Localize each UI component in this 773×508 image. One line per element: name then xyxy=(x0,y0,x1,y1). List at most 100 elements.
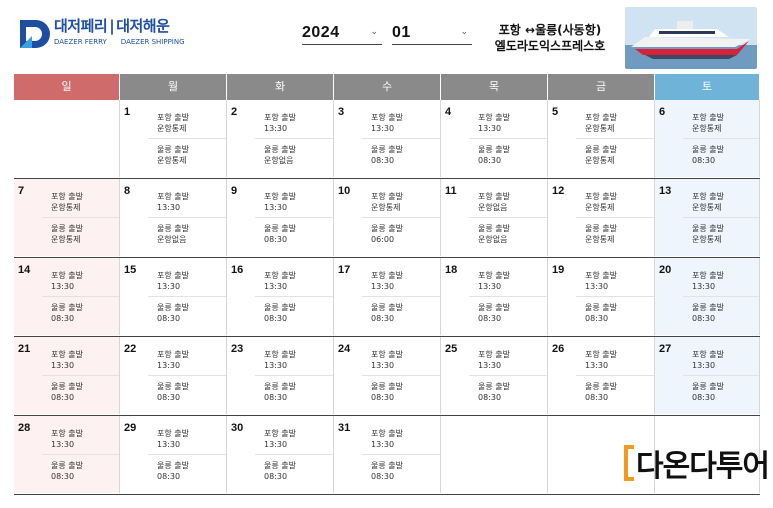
day-cell[interactable]: 4 포항 출발 13:30 울릉 출발 08:30 xyxy=(441,100,548,177)
cell-divider xyxy=(255,454,333,455)
day-number: 29 xyxy=(124,422,137,434)
cell-divider xyxy=(255,217,333,218)
pohang-departure-time: 13:30 xyxy=(157,440,181,449)
day-cell[interactable]: 30 포항 출발 13:30 울릉 출발 08:30 xyxy=(227,416,334,493)
ulleung-departure: 울릉 출발 08:30 xyxy=(157,302,189,324)
pohang-departure: 포항 출발 13:30 xyxy=(692,349,724,371)
cell-divider xyxy=(362,217,440,218)
day-number: 3 xyxy=(338,106,345,118)
day-cell[interactable]: 5 포항 출발 운항통제 울릉 출발 운항통제 xyxy=(548,100,655,177)
pohang-departure: 포항 출발 운항통제 xyxy=(157,112,189,134)
day-cell[interactable]: 14 포항 출발 13:30 울릉 출발 08:30 xyxy=(14,258,120,335)
ulleung-departure-label: 울릉 출발 xyxy=(692,145,724,154)
day-number: 28 xyxy=(18,422,31,434)
pohang-departure: 포항 출발 운항통제 xyxy=(585,191,617,213)
day-number: 7 xyxy=(18,185,25,197)
day-cell[interactable]: 21 포항 출발 13:30 울릉 출발 08:30 xyxy=(14,337,120,414)
ulleung-departure: 울릉 출발 운항통제 xyxy=(51,223,83,245)
day-cell[interactable]: 28 포항 출발 13:30 울릉 출발 08:30 xyxy=(14,416,120,493)
cell-divider xyxy=(255,138,333,139)
ulleung-departure: 울릉 출발 08:30 xyxy=(371,460,403,482)
day-cell[interactable]: 23 포항 출발 13:30 울릉 출발 08:30 xyxy=(227,337,334,414)
day-cell[interactable]: 10 포항 출발 운항통제 울릉 출발 06:00 xyxy=(334,179,441,256)
month-select[interactable]: 01 ⌄ xyxy=(392,22,472,45)
day-cell[interactable]: 29 포항 출발 13:30 울릉 출발 08:30 xyxy=(120,416,227,493)
pohang-departure-label: 포항 출발 xyxy=(157,429,189,438)
day-number: 31 xyxy=(338,422,351,434)
pohang-departure-label: 포항 출발 xyxy=(692,350,724,359)
day-number: 24 xyxy=(338,343,351,355)
day-cell[interactable]: 22 포항 출발 13:30 울릉 출발 08:30 xyxy=(120,337,227,414)
ulleung-departure-label: 울릉 출발 xyxy=(264,145,296,154)
ulleung-departure-time: 운항통제 xyxy=(585,156,615,165)
ulleung-departure: 울릉 출발 08:30 xyxy=(371,144,403,166)
day-cell[interactable]: 25 포항 출발 13:30 울릉 출발 08:30 xyxy=(441,337,548,414)
day-cell[interactable]: 7 포항 출발 운항통제 울릉 출발 운항통제 xyxy=(14,179,120,256)
ulleung-departure-time: 운항통제 xyxy=(585,235,615,244)
day-cell[interactable]: 9 포항 출발 13:30 울릉 출발 08:30 xyxy=(227,179,334,256)
day-cell[interactable]: 8 포항 출발 13:30 울릉 출발 운항없음 xyxy=(120,179,227,256)
day-cell[interactable]: 18 포항 출발 13:30 울릉 출발 08:30 xyxy=(441,258,548,335)
pohang-departure: 포항 출발 13:30 xyxy=(157,349,189,371)
brand-logo[interactable]: 대저페리 | 대저해운 DAEZER FERRY DAEZER SHIPPING xyxy=(18,18,199,52)
day-cell[interactable]: 2 포항 출발 13:30 울릉 출발 운항없음 xyxy=(227,100,334,177)
day-cell[interactable]: 26 포항 출발 13:30 울릉 출발 08:30 xyxy=(548,337,655,414)
ulleung-departure-time: 08:30 xyxy=(692,393,716,402)
day-cell[interactable]: 13 포항 출발 운항통제 울릉 출발 운항통제 xyxy=(655,179,760,256)
day-number: 16 xyxy=(231,264,244,276)
pohang-departure-label: 포항 출발 xyxy=(585,113,617,122)
ulleung-departure-time: 08:30 xyxy=(478,156,502,165)
day-cell[interactable]: 27 포항 출발 13:30 울릉 출발 08:30 xyxy=(655,337,760,414)
pohang-departure-time: 운항통제 xyxy=(585,203,615,212)
ulleung-departure: 울릉 출발 08:30 xyxy=(585,302,617,324)
empty-day-cell xyxy=(441,416,548,493)
cell-divider xyxy=(362,454,440,455)
chevron-down-icon: ⌄ xyxy=(460,27,468,37)
day-cell[interactable]: 31 포항 출발 13:30 울릉 출발 08:30 xyxy=(334,416,441,493)
cell-divider xyxy=(576,296,654,297)
day-cell[interactable]: 24 포항 출발 13:30 울릉 출발 08:30 xyxy=(334,337,441,414)
day-number: 22 xyxy=(124,343,137,355)
day-cell[interactable]: 19 포항 출발 13:30 울릉 출발 08:30 xyxy=(548,258,655,335)
year-select[interactable]: 2024 ⌄ xyxy=(302,22,382,45)
ulleung-departure-label: 울릉 출발 xyxy=(157,303,189,312)
weekday-header: 일 xyxy=(14,74,120,100)
weekday-header: 수 xyxy=(334,74,441,100)
day-number: 15 xyxy=(124,264,137,276)
header: 대저페리 | 대저해운 DAEZER FERRY DAEZER SHIPPING 20… xyxy=(0,0,773,74)
ulleung-departure-time: 08:30 xyxy=(371,314,395,323)
calendar-week-row: 14 포항 출발 13:30 울릉 출발 08:30 15 포항 출발 13:30 울릉 출발 0… xyxy=(14,258,760,337)
ulleung-departure: 울릉 출발 08:30 xyxy=(585,381,617,403)
weekday-header: 목 xyxy=(441,74,548,100)
day-number: 11 xyxy=(445,185,457,197)
day-cell[interactable]: 1 포항 출발 운항통제 울릉 출발 운항통제 xyxy=(120,100,227,177)
calendar-week-row: 21 포항 출발 13:30 울릉 출발 08:30 22 포항 출발 13:30 울릉 출발 0… xyxy=(14,337,760,416)
day-cell[interactable]: 11 포항 출발 운항없음 울릉 출발 운항없음 xyxy=(441,179,548,256)
ulleung-departure: 울릉 출발 08:30 xyxy=(264,223,296,245)
day-number: 5 xyxy=(552,106,559,118)
cell-divider xyxy=(683,296,759,297)
day-cell[interactable]: 17 포항 출발 13:30 울릉 출발 08:30 xyxy=(334,258,441,335)
pohang-departure-time: 운항통제 xyxy=(692,124,722,133)
ulleung-departure-label: 울릉 출발 xyxy=(585,382,617,391)
day-cell[interactable]: 20 포항 출발 13:30 울릉 출발 08:30 xyxy=(655,258,760,335)
pohang-departure-time: 13:30 xyxy=(692,282,716,291)
ulleung-departure: 울릉 출발 08:30 xyxy=(478,302,510,324)
ulleung-departure-label: 울릉 출발 xyxy=(157,145,189,154)
year-value: 2024 xyxy=(302,24,340,41)
day-cell[interactable]: 15 포항 출발 13:30 울릉 출발 08:30 xyxy=(120,258,227,335)
day-cell[interactable]: 12 포항 출발 운항통제 울릉 출발 운항통제 xyxy=(548,179,655,256)
day-cell[interactable]: 16 포항 출발 13:30 울릉 출발 08:30 xyxy=(227,258,334,335)
watermark-text: 다온다투어 xyxy=(636,449,770,484)
ulleung-departure-label: 울릉 출발 xyxy=(371,224,403,233)
ulleung-departure-label: 울릉 출발 xyxy=(692,382,724,391)
pohang-departure: 포항 출발 운항통제 xyxy=(585,112,617,134)
day-cell[interactable]: 6 포항 출발 운항통제 울릉 출발 08:30 xyxy=(655,100,760,177)
day-cell[interactable]: 3 포항 출발 13:30 울릉 출발 08:30 xyxy=(334,100,441,177)
ulleung-departure: 울릉 출발 08:30 xyxy=(157,381,189,403)
pohang-departure-label: 포항 출발 xyxy=(371,192,403,201)
pohang-departure: 포항 출발 운항없음 xyxy=(478,191,510,213)
pohang-departure-time: 13:30 xyxy=(585,361,609,370)
cell-divider xyxy=(683,138,759,139)
pohang-departure-time: 운항통제 xyxy=(371,203,401,212)
